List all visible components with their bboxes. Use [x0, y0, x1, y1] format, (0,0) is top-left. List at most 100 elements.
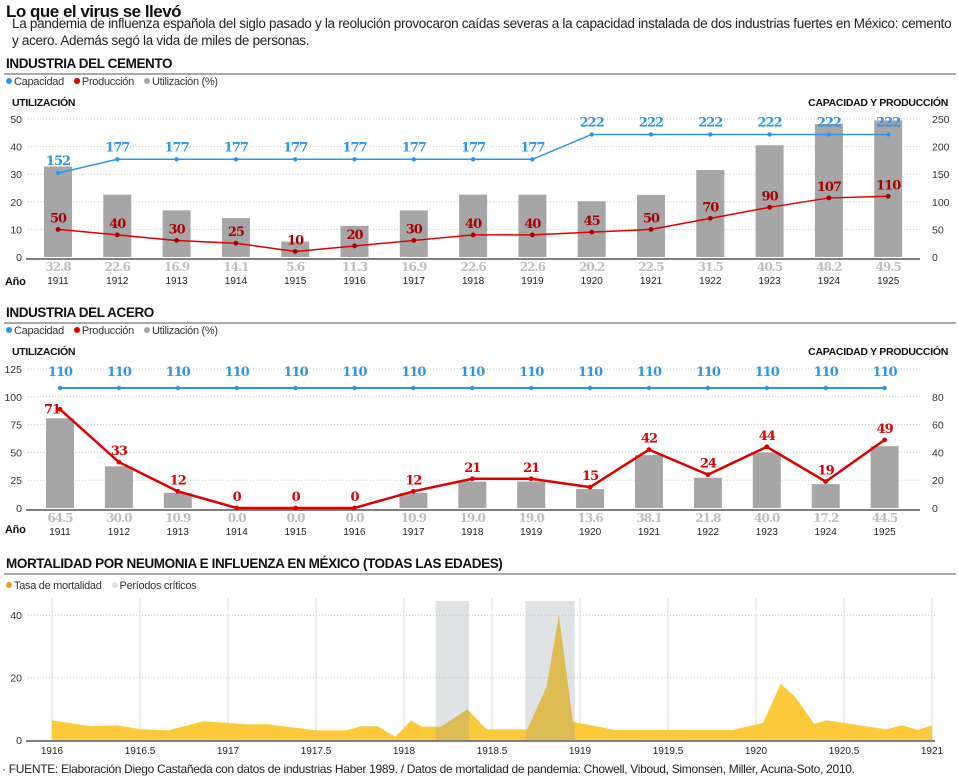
- left-tick-label: 20: [10, 197, 22, 209]
- utilization-bar: [811, 484, 840, 508]
- year-tick-label: 1923: [758, 276, 781, 287]
- capacity-point: [589, 132, 594, 137]
- left-tick-label: 125: [4, 364, 22, 376]
- utilization-bar: [221, 218, 250, 257]
- x-tick-label: 1919.5: [653, 746, 684, 757]
- left-tick-label: 0: [16, 252, 22, 264]
- capacity-value-label: 110: [637, 365, 662, 380]
- left-tick-label: 0: [16, 503, 22, 515]
- production-value-label: 42: [641, 432, 657, 447]
- production-point: [646, 447, 652, 453]
- utilization-bar: [693, 477, 722, 508]
- utilization-bar: [103, 194, 132, 257]
- production-point: [587, 484, 593, 490]
- production-value-label: 107: [817, 180, 841, 195]
- x-tick-label: 1916.5: [125, 746, 156, 757]
- year-tick-label: 1924: [818, 276, 841, 287]
- capacity-value-label: 177: [520, 140, 544, 155]
- cement-chart-title: INDUSTRIA DEL CEMENTO: [6, 56, 173, 71]
- year-tick-label: 1913: [165, 276, 188, 287]
- capacity-value-label: 222: [876, 115, 900, 130]
- capacity-point: [293, 157, 298, 162]
- capacity-value-label: 110: [696, 365, 721, 380]
- utilization-bar: [635, 455, 663, 508]
- utilization-value-label: 38.1: [636, 511, 662, 525]
- utilization-bar: [637, 194, 665, 257]
- capacity-point: [233, 157, 239, 162]
- capacity-point: [767, 132, 772, 137]
- capacity-value-label: 177: [461, 140, 485, 155]
- capacity-value-label: 222: [639, 115, 663, 130]
- production-value-label: 50: [50, 211, 67, 226]
- utilization-dot-icon: [143, 78, 150, 84]
- utilization-value-label: 16.9: [401, 260, 427, 274]
- year-tick-label: 1912: [106, 276, 129, 287]
- utilization-dot-icon: [143, 327, 150, 333]
- utilization-value-label: 11.3: [342, 260, 368, 274]
- capacity-point: [55, 170, 61, 176]
- capacity-point: [57, 385, 63, 391]
- capacity-value-label: 177: [283, 140, 307, 155]
- production-point: [174, 238, 180, 243]
- x-tick-label: 1917.5: [301, 746, 332, 757]
- capacity-point: [529, 385, 534, 391]
- utilization-bar: [163, 492, 192, 508]
- utilization-bar: [162, 210, 191, 257]
- cement-x-axis-label: Año: [5, 276, 26, 288]
- capacity-value-label: 110: [578, 365, 603, 380]
- production-point: [292, 249, 298, 254]
- capacity-point: [352, 385, 357, 391]
- utilization-value-label: 40.5: [757, 260, 783, 274]
- production-point: [411, 488, 416, 494]
- left-tick-label: 100: [4, 392, 22, 404]
- capacity-point: [293, 385, 298, 391]
- x-tick-label: 1916: [41, 746, 64, 757]
- legend-label: Utilización (%): [151, 76, 218, 88]
- production-value-label: 12: [170, 473, 186, 488]
- utilization-value-label: 44.5: [872, 511, 898, 525]
- production-point: [764, 444, 770, 450]
- legend-label: Producción: [81, 325, 134, 337]
- mortality-area: [52, 615, 932, 740]
- year-tick-label: 1911: [49, 527, 71, 538]
- capacity-point: [530, 157, 535, 162]
- legend-label: Capacidad: [14, 325, 64, 337]
- utilization-value-label: 21.8: [695, 511, 721, 525]
- utilization-value-label: 48.2: [816, 260, 842, 274]
- production-point: [470, 232, 476, 238]
- utilization-bar: [459, 194, 488, 257]
- year-tick-label: 1918: [461, 527, 484, 538]
- y-tick-label: 20: [10, 673, 22, 685]
- utilization-value-label: 0.0: [228, 511, 247, 525]
- production-value-label: 44: [759, 429, 776, 444]
- cement-title-rule: [4, 73, 956, 75]
- production-point: [707, 215, 713, 221]
- capacity-value-label: 110: [48, 365, 73, 380]
- utilization-bar: [577, 201, 606, 257]
- y-tick-label: 0: [16, 735, 22, 747]
- year-tick-label: 1912: [108, 527, 131, 538]
- capacity-value-label: 177: [224, 140, 248, 155]
- production-value-label: 50: [643, 211, 660, 226]
- production-value-label: 12: [405, 473, 421, 488]
- steel-x-axis-label: Año: [5, 524, 26, 536]
- production-value-label: 0: [233, 490, 242, 505]
- production-value-label: 25: [228, 225, 245, 240]
- production-value-label: 30: [406, 222, 423, 237]
- year-tick-label: 1915: [284, 527, 307, 538]
- right-tick-label: 200: [932, 142, 950, 154]
- capacity-point: [646, 385, 652, 391]
- capacity-point: [587, 385, 593, 391]
- capacity-point: [411, 385, 416, 391]
- mortality-title-rule: [4, 573, 956, 575]
- year-tick-label: 1917: [403, 276, 426, 287]
- right-tick-label: 60: [932, 420, 944, 432]
- capacity-point: [115, 157, 120, 162]
- utilization-value-label: 64.5: [47, 511, 73, 525]
- capacity-point: [411, 157, 416, 162]
- year-tick-label: 1918: [462, 276, 485, 287]
- utilization-bar: [517, 481, 546, 508]
- production-value-label: 24: [700, 457, 717, 472]
- production-point: [411, 238, 417, 243]
